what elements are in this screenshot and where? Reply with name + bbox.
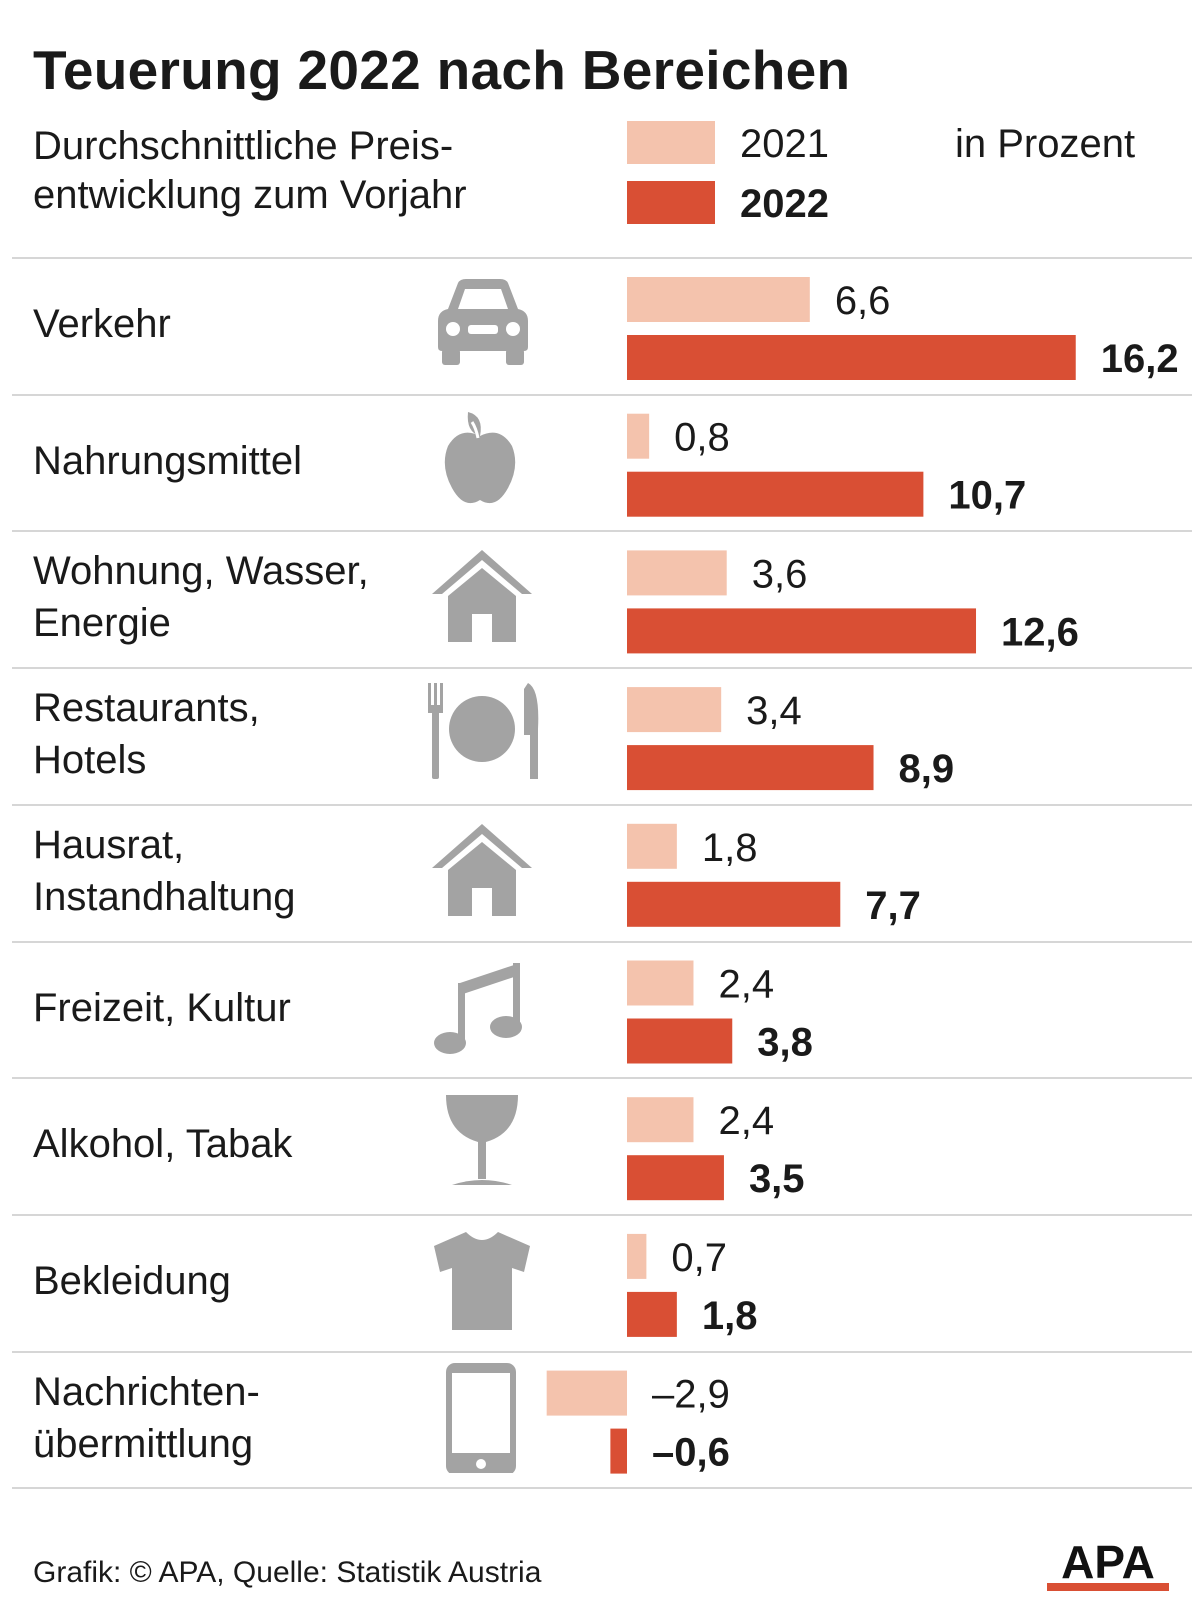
bar-2021 xyxy=(627,823,677,869)
row-separator xyxy=(12,1350,1192,1353)
category-label-line: Hausrat, xyxy=(33,822,185,867)
value-label-2021: 0,8 xyxy=(674,416,730,460)
bar-2021 xyxy=(627,277,810,322)
row-separator xyxy=(12,530,1192,533)
row-separator xyxy=(12,1213,1192,1216)
smartphone-icon xyxy=(420,1362,545,1475)
category-label-line: Instandhaltung xyxy=(33,874,296,919)
category-label-line: Nachrichten- xyxy=(33,1369,260,1414)
row-separator xyxy=(12,667,1192,670)
unit-label: in Prozent xyxy=(955,122,1136,166)
value-label-2022: 16,2 xyxy=(1101,337,1179,381)
row-separator xyxy=(12,940,1192,943)
row-separator xyxy=(12,803,1192,806)
category-label: Alkohol, Tabak xyxy=(33,1118,292,1170)
chart-title: Teuerung 2022 nach Bereichen xyxy=(33,39,851,101)
house-icon xyxy=(420,542,545,652)
value-label-2022: 3,8 xyxy=(757,1021,813,1065)
category-label-line: Freizeit, Kultur xyxy=(33,985,291,1030)
value-label-2021: 2,4 xyxy=(718,963,774,1007)
value-label-2022: –0,6 xyxy=(652,1431,730,1475)
category-label: Freizeit, Kultur xyxy=(33,982,291,1034)
legend-swatch-2022 xyxy=(627,181,715,224)
value-label-2022: 3,5 xyxy=(749,1157,805,1201)
bar-2021 xyxy=(546,1370,627,1416)
bar-2022 xyxy=(627,745,874,791)
category-label-line: Wohnung, Wasser, xyxy=(33,549,369,594)
value-label-2022: 10,7 xyxy=(948,474,1026,518)
category-label: Nachrichten-übermittlung xyxy=(33,1366,260,1470)
house-icon xyxy=(420,816,545,926)
bar-2021 xyxy=(627,1097,694,1143)
svg-text:APA: APA xyxy=(1061,1537,1155,1588)
value-label-2022: 1,8 xyxy=(702,1294,758,1338)
cutlery-icon xyxy=(420,679,545,789)
subtitle-line-2: entwicklung zum Vorjahr xyxy=(33,173,467,217)
category-label-line: Alkohol, Tabak xyxy=(33,1122,293,1167)
category-label: Nahrungsmittel xyxy=(33,435,302,487)
value-label-2021: 0,7 xyxy=(671,1236,727,1280)
bar-2022 xyxy=(627,881,841,927)
row-separator xyxy=(12,1077,1192,1080)
subtitle-line-1: Durchschnittliche Preis- xyxy=(33,124,454,168)
value-label-2022: 12,6 xyxy=(1001,610,1079,654)
apa-logo: APA xyxy=(1043,1536,1173,1598)
category-label-line: Bekleidung xyxy=(33,1258,231,1303)
bar-2021 xyxy=(627,960,694,1006)
bar-2022 xyxy=(627,608,977,654)
row-separator xyxy=(12,1487,1192,1490)
legend-label-2021: 2021 xyxy=(740,122,829,166)
bar-2021 xyxy=(627,413,650,459)
car-icon xyxy=(420,269,545,379)
value-label-2021: 2,4 xyxy=(718,1099,774,1143)
category-label-line: übermittlung xyxy=(33,1421,254,1466)
category-label-line: Hotels xyxy=(33,738,147,783)
value-label-2022: 7,7 xyxy=(865,884,921,928)
category-label: Wohnung, Wasser, Energie xyxy=(33,545,369,649)
bar-2021 xyxy=(627,687,722,733)
bar-2022 xyxy=(627,471,924,517)
value-label-2022: 8,9 xyxy=(899,747,955,791)
apple-icon xyxy=(420,406,545,516)
category-label: Bekleidung xyxy=(33,1255,231,1307)
category-label-line: Verkehr xyxy=(33,302,171,346)
source-credit: Grafik: © APA, Quelle: Statistik Austria xyxy=(33,1556,542,1589)
category-label: Hausrat, Instandhaltung xyxy=(33,819,295,923)
bar-2022 xyxy=(610,1428,627,1474)
tshirt-icon xyxy=(420,1226,545,1336)
chart-subtitle: Durchschnittliche Preis- entwicklung zum… xyxy=(33,122,467,220)
bar-2022 xyxy=(627,1018,733,1064)
bar-2021 xyxy=(627,1233,647,1279)
legend-label-2022: 2022 xyxy=(740,182,829,226)
row-separator xyxy=(12,257,1192,259)
category-label-line: Nahrungsmittel xyxy=(33,438,303,483)
legend-swatch-2021 xyxy=(627,121,715,164)
bar-2021 xyxy=(627,550,727,596)
bar-2022 xyxy=(627,1155,724,1201)
music-note-icon xyxy=(420,953,545,1063)
row-separator xyxy=(12,393,1192,396)
value-label-2021: 1,8 xyxy=(702,826,758,870)
value-label-2021: 3,4 xyxy=(746,689,802,733)
category-label-line: Energie xyxy=(33,601,171,646)
category-label: Restaurants, Hotels xyxy=(33,682,260,786)
bar-2022 xyxy=(627,1291,677,1337)
wine-glass-icon xyxy=(420,1089,545,1199)
category-label-line: Restaurants, xyxy=(33,686,260,731)
value-label-2021: –2,9 xyxy=(652,1373,730,1417)
category-label: Verkehr xyxy=(33,298,171,350)
value-label-2021: 6,6 xyxy=(835,279,891,323)
value-label-2021: 3,6 xyxy=(752,552,808,596)
bar-2022 xyxy=(627,335,1076,380)
